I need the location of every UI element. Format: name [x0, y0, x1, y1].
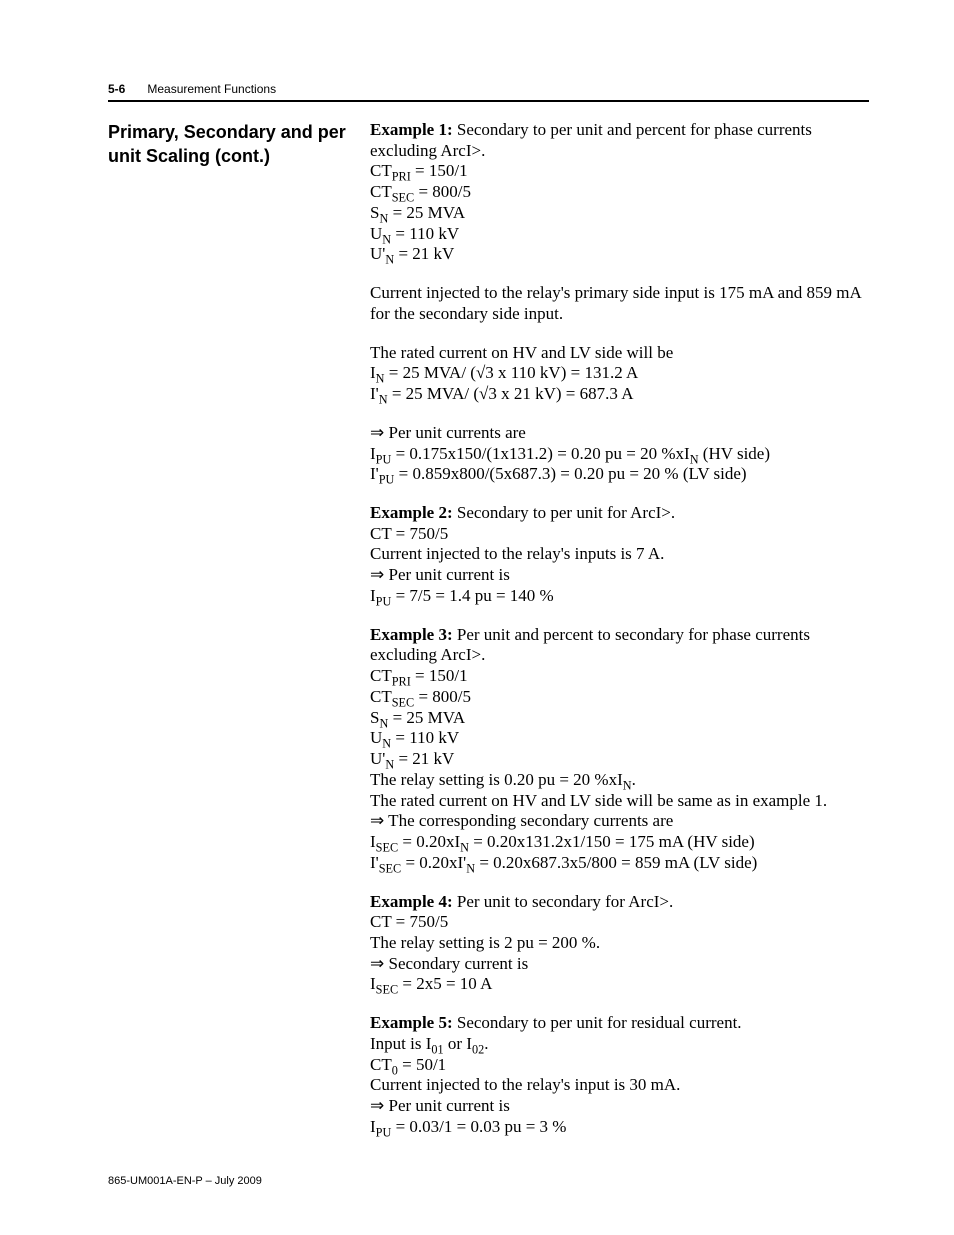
ex5-ipu-b: = 0.03/1 = 0.03 pu = 3 %: [391, 1117, 566, 1136]
ex5-ipu-sub: PU: [376, 1125, 392, 1139]
ex1-ippu-a: I': [370, 464, 379, 483]
ex5-ct0-b: = 50/1: [398, 1055, 446, 1074]
ex1-ctpri-a: CT: [370, 161, 392, 180]
ex3-ctpri-a: CT: [370, 666, 392, 685]
page-footer: 865-UM001A-EN-P – July 2009: [108, 1175, 262, 1187]
ex5-arrow: ⇒ Per unit current is: [370, 1096, 510, 1115]
ex5-input-a: Input is I: [370, 1034, 431, 1053]
ex3-rated: The rated current on HV and LV side will…: [370, 791, 827, 810]
ex3-isec-sub: SEC: [376, 840, 398, 854]
ex3-un-a: U: [370, 728, 382, 747]
ex4-isec-sub: SEC: [376, 983, 398, 997]
ex3-upn-b: = 21 kV: [394, 749, 454, 768]
ex3-upn-a: U': [370, 749, 385, 768]
ex5-injected: Current injected to the relay's input is…: [370, 1075, 680, 1094]
chapter-title: Measurement Functions: [147, 82, 276, 96]
body-columns: Primary, Secondary and per unit Scaling …: [108, 120, 869, 1138]
content-column: Example 1: Secondary to per unit and per…: [370, 120, 869, 1138]
example-4-block: Example 4: Per unit to secondary for Arc…: [370, 892, 869, 996]
ex3-ipsec-sub: SEC: [379, 861, 401, 875]
example-4-desc: Per unit to secondary for ArcI>.: [453, 892, 674, 911]
ex1-ctpri-b: = 150/1: [411, 161, 468, 180]
ex5-input-sub2: 02: [472, 1042, 484, 1056]
ex2-injected: Current injected to the relay's inputs i…: [370, 544, 664, 563]
ex3-isec-b: = 0.20xI: [398, 832, 460, 851]
ex3-ipsec-b: = 0.20xI': [401, 853, 466, 872]
ex1-upn-b: = 21 kV: [394, 244, 454, 263]
example-2-block: Example 2: Secondary to per unit for Arc…: [370, 503, 869, 607]
ex1-un-b: = 110 kV: [391, 224, 459, 243]
ex3-setting-a: The relay setting is 0.20 pu = 20 %xI: [370, 770, 623, 789]
example-2-desc: Secondary to per unit for ArcI>.: [453, 503, 676, 522]
ex1-ctsec-a: CT: [370, 182, 392, 201]
ex1-ipu-b: = 0.175x150/(1x131.2) = 0.20 pu = 20 %xI: [391, 444, 689, 463]
section-heading: Primary, Secondary and per unit Scaling …: [108, 120, 360, 169]
ex1-ctsec-b: = 800/5: [414, 182, 471, 201]
ex1-ipu-c: (HV side): [699, 444, 770, 463]
ex1-pu-block: ⇒ Per unit currents are IPU = 0.175x150/…: [370, 423, 869, 485]
example-2-title: Example 2:: [370, 503, 453, 522]
ex5-input-c: .: [484, 1034, 488, 1053]
ex4-setting: The relay setting is 2 pu = 200 %.: [370, 933, 600, 952]
example-1-block: Example 1: Secondary to per unit and per…: [370, 120, 869, 265]
ex3-ctpri-sub: PRI: [392, 675, 411, 689]
ex1-in-b: = 25 MVA/ (√3 x 110 kV) = 131.2 A: [385, 363, 639, 382]
page: 5-6 Measurement Functions Primary, Secon…: [0, 0, 954, 1235]
example-5-block: Example 5: Secondary to per unit for res…: [370, 1013, 869, 1137]
ex3-ctsec-b: = 800/5: [414, 687, 471, 706]
header-rule: [108, 100, 869, 102]
ex3-ipsec-c: = 0.20x687.3x5/800 = 859 mA (LV side): [475, 853, 757, 872]
ex1-ipn-a: I': [370, 384, 379, 403]
ex5-input-b: or I: [444, 1034, 472, 1053]
ex1-upn-sub: N: [385, 253, 394, 267]
example-3-title: Example 3:: [370, 625, 453, 644]
page-header: 5-6 Measurement Functions: [108, 82, 869, 96]
ex1-ctpri-sub: PRI: [392, 170, 411, 184]
ex1-ippu-b: = 0.859x800/(5x687.3) = 0.20 pu = 20 % (…: [394, 464, 746, 483]
ex1-rated-intro: The rated current on HV and LV side will…: [370, 343, 673, 362]
example-5-title: Example 5:: [370, 1013, 453, 1032]
ex1-upn-a: U': [370, 244, 385, 263]
ex2-ct: CT = 750/5: [370, 524, 448, 543]
example-4-title: Example 4:: [370, 892, 453, 911]
section-heading-column: Primary, Secondary and per unit Scaling …: [108, 120, 370, 169]
ex3-isec-c: = 0.20x131.2x1/150 = 175 mA (HV side): [469, 832, 755, 851]
ex1-pu-arrow: ⇒ Per unit currents are: [370, 423, 526, 442]
ex5-ct0-a: CT: [370, 1055, 392, 1074]
ex1-un-a: U: [370, 224, 382, 243]
page-number: 5-6: [108, 82, 125, 96]
example-1-title: Example 1:: [370, 120, 453, 139]
ex3-ipsec-sub2: N: [466, 861, 475, 875]
ex2-arrow: ⇒ Per unit current is: [370, 565, 510, 584]
ex3-ctpri-b: = 150/1: [411, 666, 468, 685]
ex2-ipu-b: = 7/5 = 1.4 pu = 140 %: [391, 586, 553, 605]
ex3-setting-b: .: [632, 770, 636, 789]
example-3-block: Example 3: Per unit and percent to secon…: [370, 625, 869, 874]
ex1-ippu-sub: PU: [379, 473, 395, 487]
example-5-desc: Secondary to per unit for residual curre…: [453, 1013, 742, 1032]
ex3-arrow: ⇒ The corresponding secondary currents a…: [370, 811, 673, 830]
ex3-sn-b: = 25 MVA: [388, 708, 465, 727]
ex4-arrow: ⇒ Secondary current is: [370, 954, 528, 973]
ex3-un-b: = 110 kV: [391, 728, 459, 747]
ex1-sn-b: = 25 MVA: [388, 203, 465, 222]
ex4-ct: CT = 750/5: [370, 912, 448, 931]
ex1-ipn-sub: N: [379, 392, 388, 406]
ex4-isec-b: = 2x5 = 10 A: [398, 974, 492, 993]
ex3-ctsec-a: CT: [370, 687, 392, 706]
ex1-injected: Current injected to the relay's primary …: [370, 283, 869, 324]
ex1-rated-block: The rated current on HV and LV side will…: [370, 343, 869, 405]
ex1-ipn-b: = 25 MVA/ (√3 x 21 kV) = 687.3 A: [388, 384, 634, 403]
ex2-ipu-sub: PU: [376, 594, 392, 608]
ex3-ipsec-a: I': [370, 853, 379, 872]
